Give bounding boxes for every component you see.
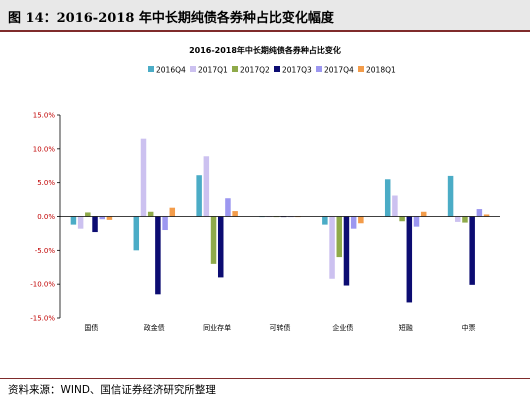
figure-header: 图 14：2016-2018 年中长期纯债各券种占比变化幅度 [0,0,530,30]
figure-title: 图 14：2016-2018 年中长期纯债各券种占比变化幅度 [8,11,334,26]
bar-2016q4-6 [447,175,454,217]
legend-label-2017q1: 2017Q1 [198,66,228,75]
x-axis: 国债 政金债 同业存单 可转债 企业债 短融 中票 [60,216,500,332]
figure-source: 资料来源：WIND、国信证券经济研究所整理 [8,384,216,396]
bar-2017q3-2 [217,216,224,278]
x-category-label: 中票 [462,323,476,332]
legend-label-2018q1: 2018Q1 [366,66,396,75]
bar-2017q2-6 [462,216,468,223]
bar-series [70,138,490,303]
bar-2017q4-0 [99,216,105,220]
bar-2017q3-1 [155,216,161,295]
legend-label-2016q4: 2016Q4 [156,66,186,75]
legend-swatch-2017q1 [190,66,196,72]
legend-label-2017q2: 2017Q2 [240,66,270,75]
bar-2018q1-1 [169,207,176,217]
bar-2017q1-2 [203,156,210,217]
bar-2017q1-5 [392,195,398,217]
legend-swatch-2017q2 [232,66,238,72]
bar-2016q4-2 [196,175,202,217]
bar-2017q2-2 [210,216,217,264]
bar-2017q3-0 [92,216,98,233]
bar-2017q4-1 [162,216,168,231]
bar-2016q4-4 [322,216,328,225]
y-tick-label: 15.0% [33,112,56,120]
bar-2016q4-5 [384,179,391,217]
bar-2017q1-0 [77,216,84,229]
bar-2017q4-2 [225,198,231,217]
y-tick-label: -15.0% [30,315,55,323]
bar-2016q4-1 [133,216,140,251]
legend-swatch-2017q3 [274,66,280,72]
y-tick-label: 0.0% [37,213,55,221]
bar-2017q4-6 [476,209,483,217]
bar-2017q2-0 [85,212,91,217]
legend-swatch-2016q4 [148,66,154,72]
bar-2018q1-5 [420,211,427,217]
y-tick-label: 5.0% [37,179,55,187]
legend-label-2017q4: 2017Q4 [324,66,354,75]
x-category-label: 企业债 [332,323,353,332]
chart-legend: 2016Q4 2017Q1 2017Q2 2017Q3 2017Q4 2018Q1 [148,66,396,75]
y-tick-label: -10.0% [30,281,55,289]
x-category-label: 同业存单 [203,323,231,332]
bar-2017q4-5 [413,216,420,227]
bar-2017q3-6 [469,216,475,285]
legend-swatch-2018q1 [358,66,364,72]
bar-2017q2-1 [147,211,154,217]
bar-chart: 2016-2018年中长期纯债各券种占比变化 2016Q4 2017Q1 2017Q… [30,45,500,332]
bar-2018q1-0 [106,216,113,220]
bar-2017q1-6 [455,216,461,222]
bar-2017q3-4 [343,216,350,286]
y-tick-label: 10.0% [33,145,56,153]
bar-2018q1-2 [232,211,238,217]
chart-title: 2016-2018年中长期纯债各券种占比变化 [189,45,341,55]
bar-2017q1-4 [329,216,335,279]
bar-2018q1-6 [483,214,490,217]
y-axis: 15.0% 10.0% 5.0% 0.0% -5.0% -10.0% -15.0% [30,112,61,323]
x-category-label: 短融 [399,323,413,332]
y-tick-label: -5.0% [35,247,56,255]
legend-label-2017q3: 2017Q3 [282,66,312,75]
figure-top-rule [0,30,530,32]
bar-2018q1-4 [358,216,364,224]
bar-2017q2-4 [336,216,343,258]
bar-2017q2-5 [399,216,405,222]
figure-bottom-rule [0,378,530,379]
x-category-label: 可转债 [270,323,291,332]
x-category-label: 国债 [84,323,98,332]
bar-2017q4-4 [350,216,357,229]
bar-2016q4-0 [70,216,77,225]
x-category-label: 政金债 [144,323,165,332]
bar-2017q3-5 [406,216,413,303]
legend-swatch-2017q4 [316,66,322,72]
bar-2017q1-1 [140,138,147,217]
